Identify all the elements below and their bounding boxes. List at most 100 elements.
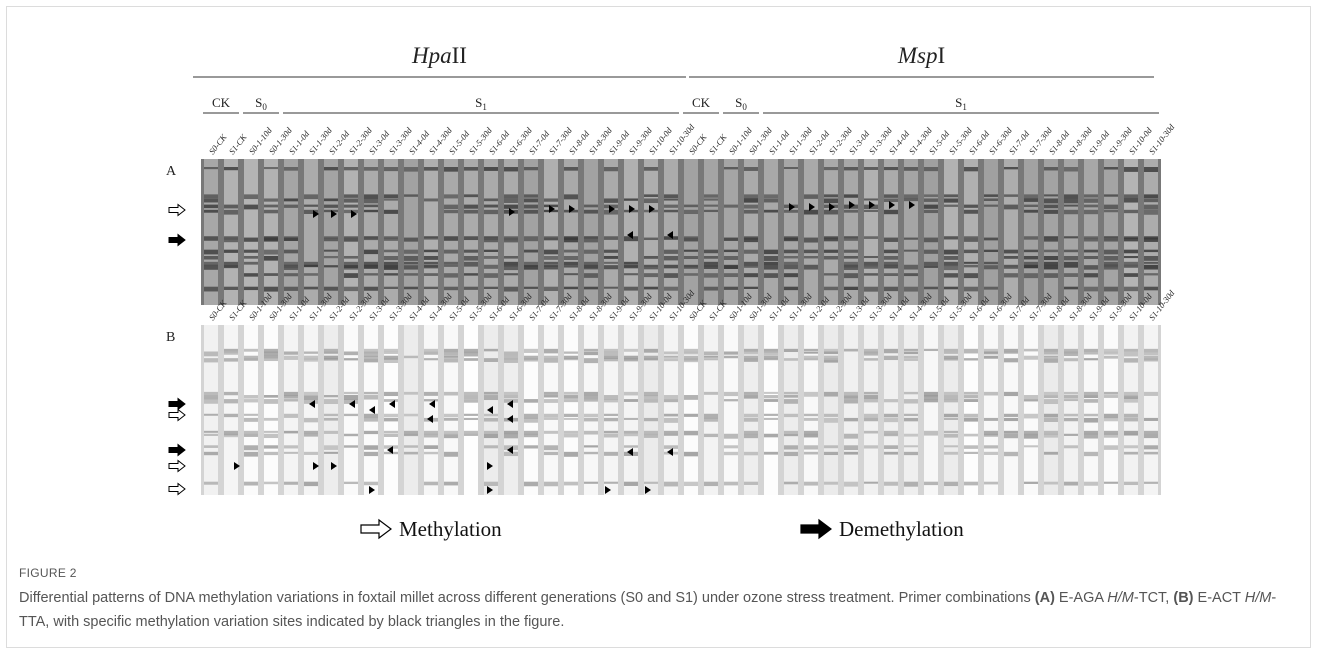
- gel-band: [204, 261, 218, 267]
- gel-band: [244, 481, 258, 486]
- gel-band: [804, 445, 818, 450]
- site-triangle: [629, 205, 635, 213]
- gel-band: [364, 417, 378, 422]
- gel-band: [384, 261, 398, 266]
- gel-lane: [524, 325, 538, 495]
- gel-band: [404, 413, 418, 417]
- gel-band: [364, 351, 378, 357]
- gel-band: [1144, 273, 1158, 276]
- gel-band: [784, 445, 798, 450]
- gel-band: [924, 209, 938, 214]
- gel-band: [664, 198, 678, 201]
- gel-band: [804, 249, 818, 254]
- gel-band: [384, 273, 398, 276]
- gel-band: [604, 351, 618, 357]
- gel-band: [284, 355, 298, 360]
- gel-band: [724, 445, 738, 449]
- gel-band: [824, 413, 838, 417]
- gel-lane: [884, 159, 898, 305]
- gel-band: [284, 395, 298, 399]
- gel-band: [984, 430, 998, 436]
- gel-band: [384, 413, 398, 418]
- gel-band: [384, 209, 398, 214]
- legend-arrow: [800, 518, 832, 540]
- gel-band: [424, 358, 438, 361]
- gel-band: [264, 358, 278, 362]
- gel-band: [884, 399, 898, 403]
- gel-band: [684, 249, 698, 252]
- gel-band: [444, 194, 458, 199]
- gel-band: [204, 358, 218, 363]
- gel-band: [1024, 399, 1038, 402]
- group-base: S: [735, 95, 742, 110]
- side-arrow: [168, 459, 186, 473]
- gel-band: [844, 273, 858, 279]
- lane-label: S1-CK: [227, 131, 250, 156]
- gel-band: [964, 286, 978, 292]
- gel-band: [944, 481, 958, 487]
- gel-band: [904, 198, 918, 202]
- gel-band: [984, 249, 998, 253]
- gel-band: [504, 261, 518, 266]
- gel-band: [1064, 445, 1078, 449]
- gel-lane: [264, 159, 278, 305]
- gel-band: [624, 265, 638, 269]
- gel-band: [324, 348, 338, 354]
- gel-band: [264, 286, 278, 292]
- gel-band: [264, 348, 278, 353]
- gel-band: [1024, 273, 1038, 279]
- gel-band: [1004, 451, 1018, 457]
- gel-lane: [1024, 159, 1038, 305]
- gel-band: [224, 209, 238, 215]
- gel-band: [364, 204, 378, 208]
- gel-band: [564, 351, 578, 354]
- gel-band: [324, 249, 338, 252]
- gel-band: [304, 433, 318, 437]
- gel-band: [364, 194, 378, 200]
- gel-band: [444, 209, 458, 214]
- gel-band: [564, 430, 578, 434]
- gel-band: [464, 286, 478, 290]
- gel-band: [364, 348, 378, 354]
- gel-band: [504, 204, 518, 209]
- gel-band: [1144, 348, 1158, 353]
- gel-band: [944, 430, 958, 433]
- gel-lane: [684, 159, 698, 305]
- gel-lane: [644, 159, 658, 305]
- group-sub: 1: [482, 102, 487, 112]
- gel-band: [264, 355, 278, 359]
- gel-band: [464, 433, 478, 436]
- gel-band: [324, 358, 338, 361]
- gel-band: [1064, 236, 1078, 239]
- gel-band: [424, 255, 438, 260]
- gel-band: [684, 255, 698, 260]
- gel-band: [504, 433, 518, 439]
- gel-band: [404, 391, 418, 395]
- gel-band: [924, 395, 938, 400]
- gel-band: [924, 249, 938, 254]
- site-triangle: [351, 210, 357, 218]
- gel-band: [444, 264, 458, 267]
- gel-band: [744, 413, 758, 418]
- panel-label: B: [166, 330, 175, 345]
- gel-lane: [224, 325, 238, 495]
- gel-band: [904, 194, 918, 199]
- gel-band: [1124, 255, 1138, 259]
- gel-band: [944, 255, 958, 260]
- gel-band: [1004, 273, 1018, 278]
- gel-band: [764, 417, 778, 420]
- gel-band: [784, 430, 798, 434]
- gel-band: [904, 445, 918, 448]
- gel-band: [204, 430, 218, 433]
- gel-band: [1144, 209, 1158, 215]
- gel-band: [204, 167, 218, 170]
- gel-band: [864, 417, 878, 422]
- enzyme-label: HpaII: [411, 43, 467, 68]
- gel-band: [864, 399, 878, 403]
- group-base: CK: [692, 95, 711, 110]
- gel-band: [1044, 237, 1058, 242]
- gel-band: [344, 167, 358, 171]
- gel-band: [264, 204, 278, 208]
- gel-band: [404, 355, 418, 359]
- gel-band: [324, 265, 338, 268]
